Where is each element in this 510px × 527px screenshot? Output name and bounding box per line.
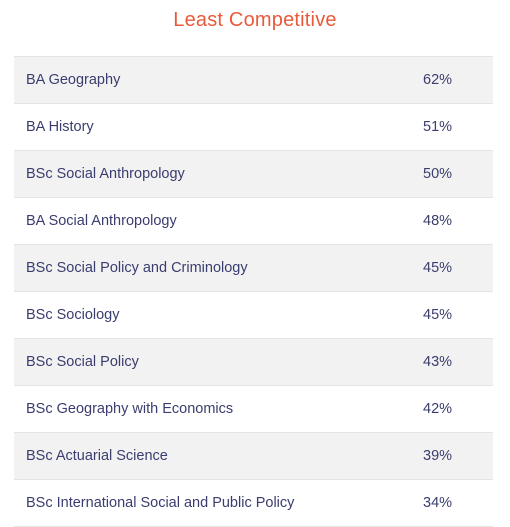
course-percent: 43% [423, 354, 453, 370]
table-row: BA Geography 62% [14, 57, 493, 104]
course-percent: 39% [423, 448, 453, 464]
table-row: BSc Social Policy and Criminology 45% [14, 245, 493, 292]
table-row: BSc Social Anthropology 50% [14, 151, 493, 198]
table-row: BSc International Social and Public Poli… [14, 480, 493, 527]
table-title: Least Competitive [173, 9, 337, 31]
table-row: BA Social Anthropology 48% [14, 198, 493, 245]
course-percent: 45% [423, 260, 453, 276]
course-name: BA History [26, 119, 94, 135]
course-name: BSc Geography with Economics [26, 401, 234, 417]
course-percent: 50% [423, 166, 453, 182]
course-name: BSc Sociology [26, 307, 120, 323]
course-name: BSc Actuarial Science [26, 448, 168, 464]
course-percent: 42% [423, 401, 453, 417]
course-name: BSc Social Policy [26, 354, 139, 370]
table-row: BSc Actuarial Science 39% [14, 433, 493, 480]
table-row: BA History 51% [14, 104, 493, 151]
course-percent: 51% [423, 119, 453, 135]
table-row: BSc Sociology 45% [14, 292, 493, 339]
course-name: BSc Social Anthropology [26, 166, 185, 182]
competitiveness-table: BA Geography 62% BA History 51% BSc Soci… [14, 56, 493, 527]
table-row: BSc Social Policy 43% [14, 339, 493, 386]
course-name: BA Geography [26, 72, 121, 88]
table-row: BSc Geography with Economics 42% [14, 386, 493, 433]
course-percent: 34% [423, 495, 453, 511]
course-percent: 62% [423, 72, 453, 88]
course-name: BA Social Anthropology [26, 213, 177, 229]
course-name: BSc International Social and Public Poli… [26, 495, 295, 511]
course-name: BSc Social Policy and Criminology [26, 260, 248, 276]
course-percent: 45% [423, 307, 453, 323]
course-percent: 48% [423, 213, 453, 229]
